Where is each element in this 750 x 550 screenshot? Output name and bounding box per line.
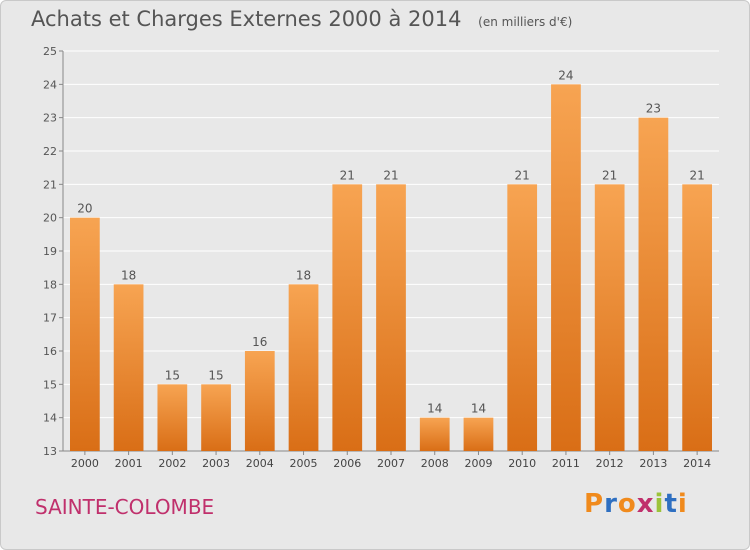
bar-2013 [638, 117, 669, 452]
value-label-2002: 15 [165, 368, 180, 382]
value-label-2009: 14 [471, 402, 486, 416]
bar-2007 [376, 184, 406, 452]
y-tick-label: 18 [43, 278, 57, 291]
bar-2001 [113, 284, 144, 451]
x-tick-label-2011: 2011 [552, 457, 580, 470]
x-tick-label-2004: 2004 [246, 457, 274, 470]
bar-2012 [594, 184, 625, 452]
bar-2004 [244, 351, 275, 451]
bar-2011 [551, 84, 581, 451]
y-tick-label: 15 [43, 378, 57, 391]
y-tick-label: 16 [43, 345, 57, 358]
x-tick-label-2005: 2005 [290, 457, 318, 470]
x-tick-label-2014: 2014 [683, 457, 711, 470]
x-tick-label-2012: 2012 [596, 457, 624, 470]
y-tick-label: 24 [43, 78, 57, 91]
x-tick-label-2000: 2000 [71, 457, 99, 470]
y-tick-label: 21 [43, 178, 57, 191]
x-tick-label-2010: 2010 [508, 457, 536, 470]
chart-title: Achats et Charges Externes 2000 à 2014 [31, 7, 462, 31]
bar-2002 [157, 384, 188, 451]
value-label-2003: 15 [208, 368, 223, 382]
location-label: SAINTE-COLOMBE [35, 495, 215, 519]
x-tick-label-2006: 2006 [333, 457, 361, 470]
bar-2006 [332, 184, 363, 452]
value-label-2007: 21 [383, 168, 398, 182]
value-label-2001: 18 [121, 268, 136, 282]
y-tick-label: 22 [43, 145, 57, 158]
x-tick-label-2003: 2003 [202, 457, 230, 470]
proxiti-logo: Proxiti [584, 489, 688, 519]
chart-title-block: Achats et Charges Externes 2000 à 2014 (… [31, 7, 572, 31]
bar-2003 [201, 384, 231, 451]
value-label-2006: 21 [340, 168, 355, 182]
chart-subtitle: (en milliers d'€) [478, 15, 573, 29]
bar-2008 [419, 417, 450, 451]
bar-2014 [682, 184, 713, 452]
bar-2010 [507, 184, 538, 452]
value-label-2014: 21 [689, 168, 704, 182]
value-label-2004: 16 [252, 335, 267, 349]
brand-letter: x [636, 489, 655, 519]
x-tick-label-2001: 2001 [115, 457, 143, 470]
brand-letter: t [664, 489, 678, 519]
brand-letter: o [617, 489, 637, 519]
bar-2009 [463, 417, 494, 451]
x-tick-label-2002: 2002 [158, 457, 186, 470]
y-tick-label: 17 [43, 312, 57, 325]
y-tick-label: 20 [43, 212, 57, 225]
x-tick-label-2013: 2013 [639, 457, 667, 470]
x-tick-label-2008: 2008 [421, 457, 449, 470]
y-tick-label: 13 [43, 445, 57, 458]
brand-letter: i [677, 489, 688, 519]
value-label-2011: 24 [558, 68, 573, 82]
value-label-2008: 14 [427, 402, 442, 416]
value-label-2010: 21 [515, 168, 530, 182]
x-tick-label-2009: 2009 [464, 457, 492, 470]
x-tick-label-2007: 2007 [377, 457, 405, 470]
brand-letter: r [604, 489, 618, 519]
brand-letter: P [584, 489, 605, 519]
y-tick-label: 14 [43, 412, 57, 425]
y-tick-label: 25 [43, 45, 57, 58]
value-label-2012: 21 [602, 168, 617, 182]
bar-2000 [69, 217, 100, 451]
bar-2005 [288, 284, 319, 451]
y-tick-label: 19 [43, 245, 57, 258]
brand-letter: i [654, 489, 665, 519]
value-label-2000: 20 [77, 202, 92, 216]
y-tick-label: 23 [43, 112, 57, 125]
value-label-2013: 23 [646, 102, 661, 116]
value-label-2005: 18 [296, 268, 311, 282]
